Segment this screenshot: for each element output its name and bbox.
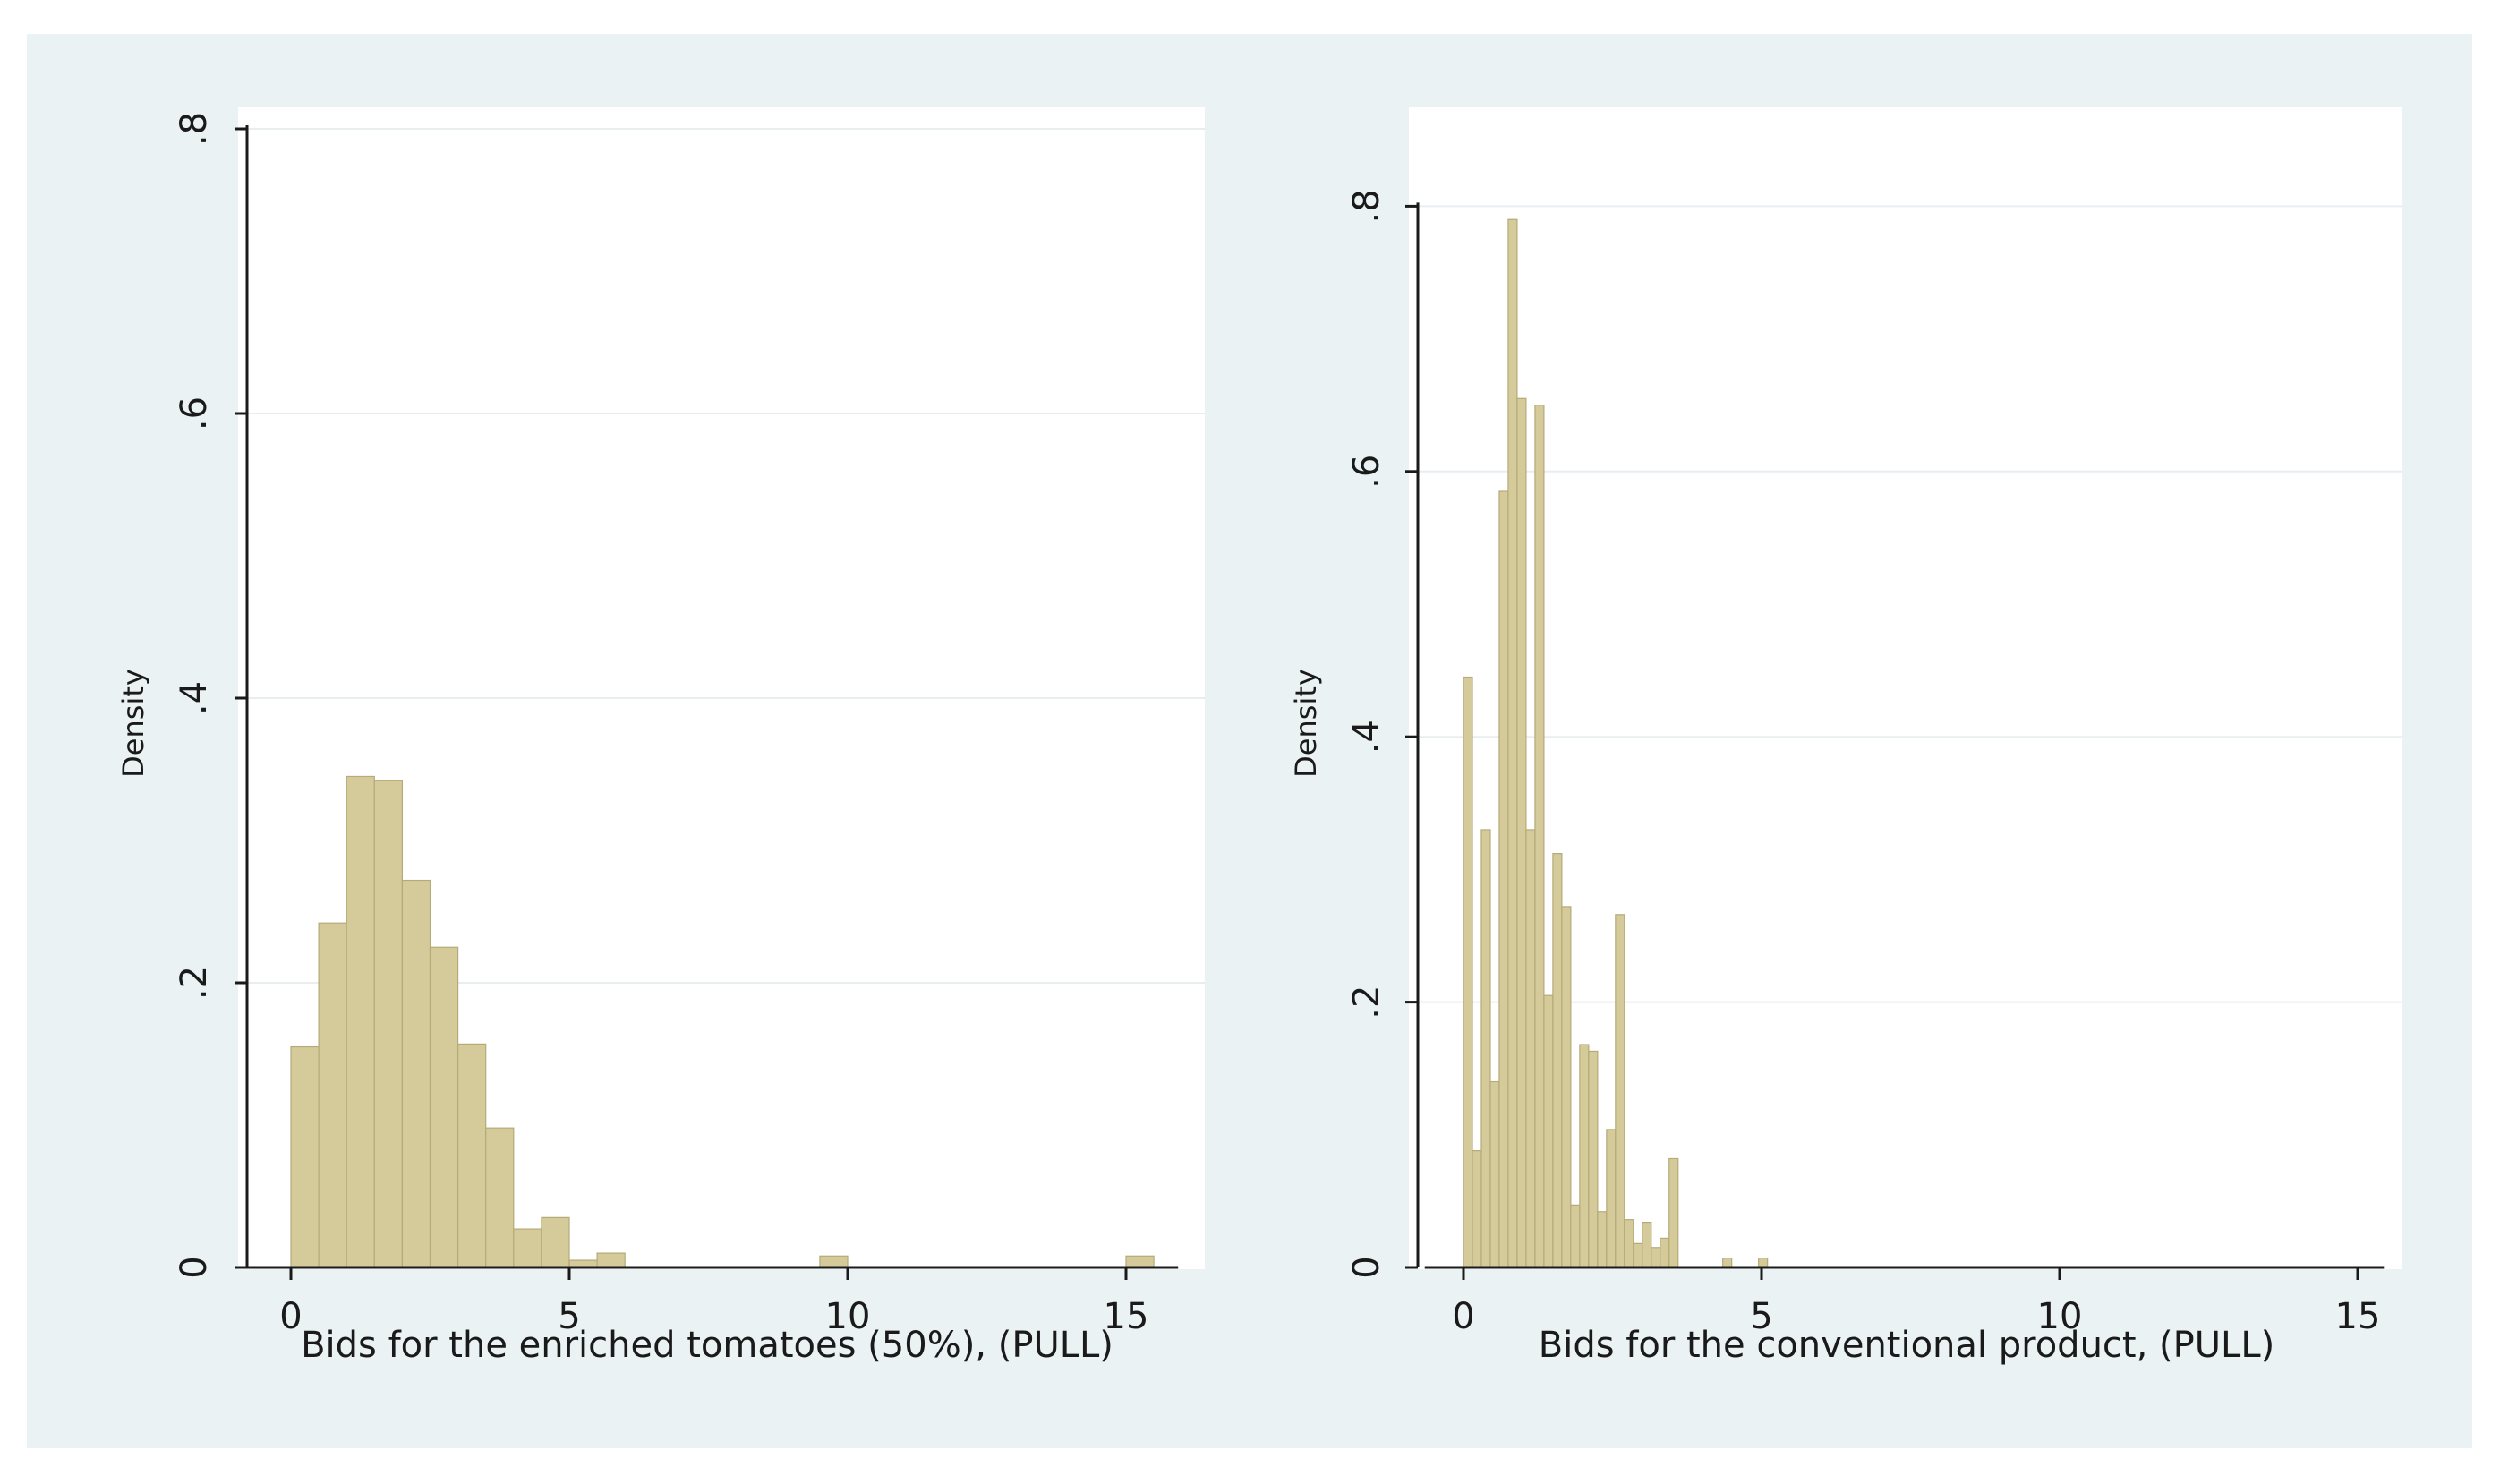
panel2-histogram-bar bbox=[1633, 1242, 1643, 1268]
panel2-x-tick-label: 15 bbox=[2335, 1296, 2381, 1337]
panel1-histogram-bar bbox=[541, 1216, 570, 1268]
panel1-y-tick-label: 0 bbox=[174, 1256, 215, 1278]
panel1-y-tick-label: .2 bbox=[174, 966, 215, 1000]
panel1-x-tick-label: 5 bbox=[558, 1296, 580, 1337]
panel2-histogram-bar bbox=[1597, 1211, 1608, 1268]
panel1-y-tick-label: .6 bbox=[174, 397, 215, 431]
panel2-y-tick-label: .4 bbox=[1346, 720, 1387, 754]
panel2-x-tick-label: 5 bbox=[1750, 1296, 1772, 1337]
panel2-y-axis-title: Density bbox=[1289, 669, 1323, 778]
panel2-histogram-bar bbox=[1588, 1050, 1599, 1268]
panel1-y-tick-label: .4 bbox=[174, 681, 215, 715]
panel2-histogram-bar bbox=[1525, 829, 1536, 1268]
panel1-histogram-bar bbox=[429, 946, 459, 1268]
panel1-histogram-bar bbox=[290, 1045, 320, 1268]
panel2-histogram-bar bbox=[1642, 1222, 1652, 1268]
panel1-x-tick-label: 0 bbox=[279, 1296, 302, 1337]
panel1-histogram-bar bbox=[373, 780, 403, 1268]
panel2-y-tick-label: .6 bbox=[1346, 455, 1387, 489]
panel1-x-tick-label: 15 bbox=[1104, 1296, 1149, 1337]
panel2-x-tick-label: 10 bbox=[2037, 1296, 2083, 1337]
panel2-histogram-bar bbox=[1651, 1247, 1661, 1268]
panel1-x-axis-title: Bids for the enriched tomatoes (50%), (P… bbox=[301, 1325, 1113, 1366]
panel2-histogram-bar bbox=[1543, 994, 1554, 1268]
panel2-histogram-bar bbox=[1668, 1157, 1679, 1268]
panel2-histogram-bar bbox=[1615, 914, 1625, 1268]
panel2-histogram-bar bbox=[1624, 1219, 1634, 1268]
panel2-histogram-bar bbox=[1507, 218, 1518, 1268]
panel2-plot-area bbox=[1409, 107, 2402, 1269]
panel2-histogram-bar bbox=[1606, 1129, 1617, 1268]
panel1-x-tick-label: 10 bbox=[825, 1296, 871, 1337]
panel1-histogram-bar bbox=[401, 879, 431, 1268]
panel2-histogram-bar bbox=[1463, 676, 1473, 1268]
panel2-histogram-bar bbox=[1489, 1080, 1500, 1268]
panel2-histogram-bar bbox=[1534, 405, 1545, 1268]
panel2-histogram-bar bbox=[1498, 490, 1509, 1268]
panel1-histogram-bar bbox=[513, 1228, 542, 1268]
panel2-x-tick-label: 0 bbox=[1452, 1296, 1474, 1337]
panel1-histogram-bar bbox=[318, 922, 347, 1268]
panel2-y-tick-label: .2 bbox=[1346, 985, 1387, 1019]
figure: 0.2.4.6.8 Density 0 5 10 15 Bids for the enric… bbox=[27, 34, 2472, 1448]
panel1-y-tick-label: .8 bbox=[174, 112, 215, 146]
panel1-histogram-bar bbox=[596, 1252, 626, 1268]
panel1-histogram-bar bbox=[1125, 1255, 1155, 1268]
panel2-histogram-bar bbox=[1570, 1204, 1581, 1268]
panel2-x-axis-title: Bids for the conventional product, (PULL… bbox=[1539, 1325, 2274, 1366]
panel2-histogram-bar bbox=[1758, 1258, 1769, 1268]
panel1-histogram-bar bbox=[485, 1127, 515, 1268]
panel2-histogram-bar bbox=[1516, 397, 1527, 1268]
panel2-histogram-bar bbox=[1472, 1149, 1482, 1268]
panel2-histogram-bar bbox=[1552, 853, 1563, 1268]
panel1-y-axis-title: Density bbox=[116, 669, 150, 778]
panel2-y-tick-label: 0 bbox=[1346, 1256, 1387, 1278]
panel1-histogram-bar bbox=[819, 1255, 849, 1268]
panel2-histogram-bar bbox=[1480, 829, 1491, 1268]
panel2-histogram-bar bbox=[1722, 1258, 1733, 1268]
panel1-histogram-bar bbox=[346, 775, 375, 1268]
panel1-histogram-bar bbox=[457, 1043, 487, 1268]
panel2-histogram-bar bbox=[1660, 1237, 1670, 1268]
panel2-histogram-bar bbox=[1579, 1044, 1590, 1268]
panel2-y-tick-label: .8 bbox=[1346, 189, 1387, 223]
panel2-histogram-bar bbox=[1561, 906, 1572, 1268]
